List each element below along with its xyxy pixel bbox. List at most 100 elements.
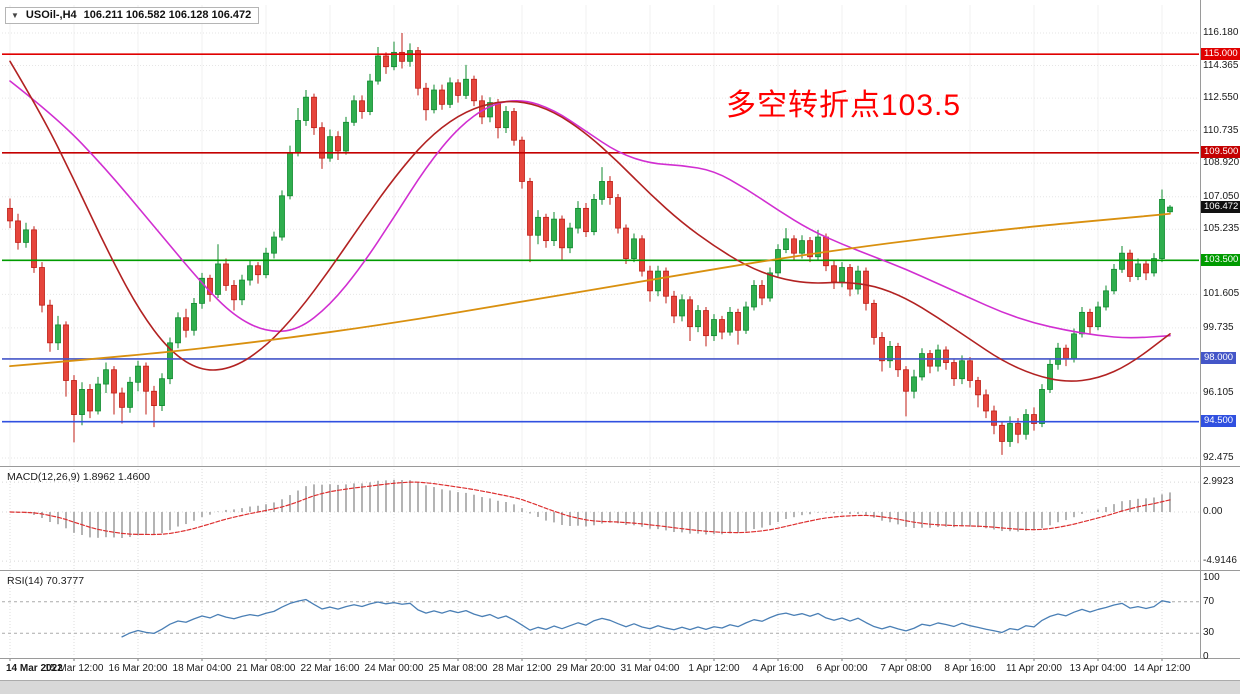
candle — [575, 207, 581, 229]
candle — [151, 390, 157, 406]
candle — [1079, 311, 1085, 335]
candle — [983, 394, 989, 412]
candle — [311, 96, 317, 129]
candle — [383, 55, 389, 68]
candle — [295, 120, 301, 154]
candle — [879, 337, 885, 362]
candle — [951, 362, 957, 380]
collapse-arrow-icon[interactable]: ▼ — [11, 10, 19, 20]
candle — [327, 136, 333, 159]
symbol-header[interactable]: ▼ USOil-,H4 106.211 106.582 106.128 106.… — [5, 7, 260, 24]
candle — [1031, 414, 1037, 424]
candle — [415, 50, 421, 89]
candle — [95, 383, 101, 412]
candle — [847, 267, 853, 290]
candle — [623, 227, 629, 259]
candle — [143, 365, 149, 392]
candle — [423, 87, 429, 111]
chart-canvas[interactable] — [0, 0, 1240, 678]
candle — [1039, 389, 1045, 424]
candle — [271, 236, 277, 254]
candle — [487, 102, 493, 118]
candle — [503, 111, 509, 129]
candle — [887, 346, 893, 362]
candle — [183, 317, 189, 331]
candle — [231, 285, 237, 301]
candle — [839, 267, 845, 283]
macd-signal-line — [9, 481, 1171, 536]
candle — [735, 311, 741, 331]
candle — [23, 229, 29, 243]
candle — [47, 304, 53, 344]
candle — [1159, 198, 1165, 259]
candle — [111, 369, 117, 394]
candle — [63, 324, 69, 381]
candle — [927, 353, 933, 367]
candle — [527, 181, 533, 236]
candle — [967, 360, 973, 381]
candle — [407, 50, 413, 62]
candle — [911, 376, 917, 392]
candle — [687, 299, 693, 328]
candle — [71, 380, 77, 415]
medium-red-line — [9, 60, 1171, 382]
slow-magenta-line — [9, 80, 1171, 339]
candle — [799, 240, 805, 254]
candle — [279, 195, 285, 238]
candle — [1127, 252, 1133, 277]
candle — [807, 240, 813, 258]
candle — [567, 227, 573, 249]
candle — [335, 136, 341, 152]
candle — [215, 263, 221, 295]
annotation-text[interactable]: 多空转折点103.5 — [726, 89, 962, 122]
candle — [943, 349, 949, 363]
rsi-line — [121, 598, 1171, 638]
candle — [999, 424, 1005, 442]
candle — [1119, 252, 1125, 270]
candle — [1087, 311, 1093, 328]
candle — [103, 369, 109, 385]
candle — [1167, 206, 1173, 213]
candle — [519, 139, 525, 182]
candle — [831, 265, 837, 283]
symbol-timeframe-label: USOil-,H4 — [25, 9, 77, 21]
candle — [87, 389, 93, 412]
candle — [343, 121, 349, 152]
candle — [119, 392, 125, 408]
candle — [135, 365, 141, 383]
candle — [615, 197, 621, 229]
candle — [767, 272, 773, 299]
candle — [1015, 423, 1021, 435]
candle — [1095, 306, 1101, 328]
candle — [1023, 414, 1029, 435]
candle — [543, 216, 549, 242]
candle — [535, 216, 541, 236]
candle — [1111, 268, 1117, 292]
candle — [639, 238, 645, 272]
candle — [431, 89, 437, 111]
candle — [319, 127, 325, 159]
candle — [727, 311, 733, 333]
candle — [919, 353, 925, 378]
candle — [239, 279, 245, 301]
candle — [55, 324, 61, 344]
candle — [159, 378, 165, 406]
candle — [1103, 290, 1109, 308]
candle — [127, 381, 133, 408]
candle — [559, 218, 565, 249]
candle — [399, 51, 405, 62]
candle — [455, 82, 461, 96]
candle — [1143, 263, 1149, 274]
candle — [1007, 423, 1013, 442]
candle — [855, 270, 861, 290]
candle — [719, 319, 725, 333]
candle — [607, 181, 613, 198]
candle — [247, 265, 253, 281]
candle — [751, 285, 757, 308]
candle — [1151, 258, 1157, 274]
candle — [695, 310, 701, 328]
candle — [959, 360, 965, 380]
candle — [1047, 363, 1053, 390]
candle — [255, 265, 261, 276]
